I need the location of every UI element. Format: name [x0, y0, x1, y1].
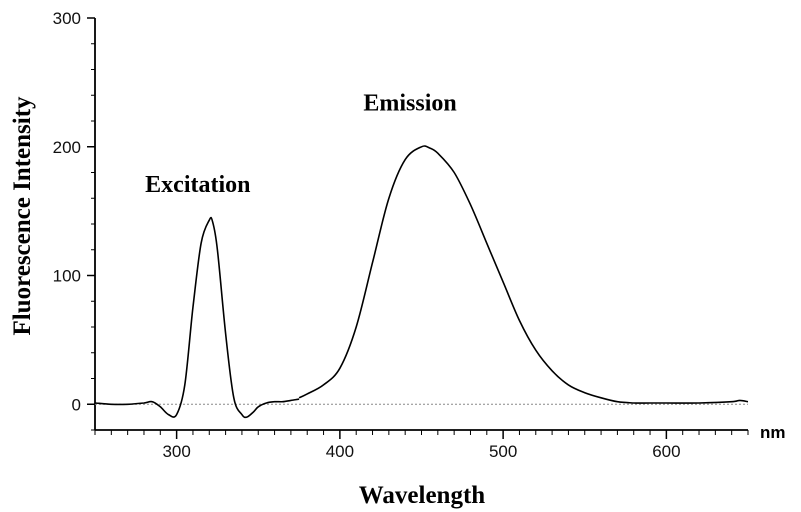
x-unit-label: nm [760, 423, 786, 442]
series-line-excitation [94, 216, 300, 419]
y-tick-label: 300 [53, 9, 81, 28]
y-major-ticks: 0 100 200 300 [53, 9, 95, 414]
annotations: Excitation Emission [145, 91, 457, 198]
y-minor-ticks [91, 43, 95, 431]
annotation-emission: Emission [363, 91, 456, 117]
x-tick-label: 400 [326, 442, 354, 461]
y-tick-label: 0 [72, 395, 81, 414]
y-tick-label: 200 [53, 138, 81, 157]
series-line-emission [298, 145, 749, 404]
y-tick-label: 100 [53, 267, 81, 286]
x-axis-title: Wavelength [359, 482, 485, 509]
annotation-excitation: Excitation [145, 172, 250, 198]
y-axis-title: Fluorescence Intensity [9, 96, 36, 336]
x-tick-label: 300 [162, 442, 190, 461]
series-group [94, 145, 749, 419]
x-tick-label: 600 [652, 442, 680, 461]
x-minor-ticks [94, 430, 749, 435]
x-tick-label: 500 [489, 442, 517, 461]
x-major-ticks: 300 400 500 600 [162, 430, 681, 461]
